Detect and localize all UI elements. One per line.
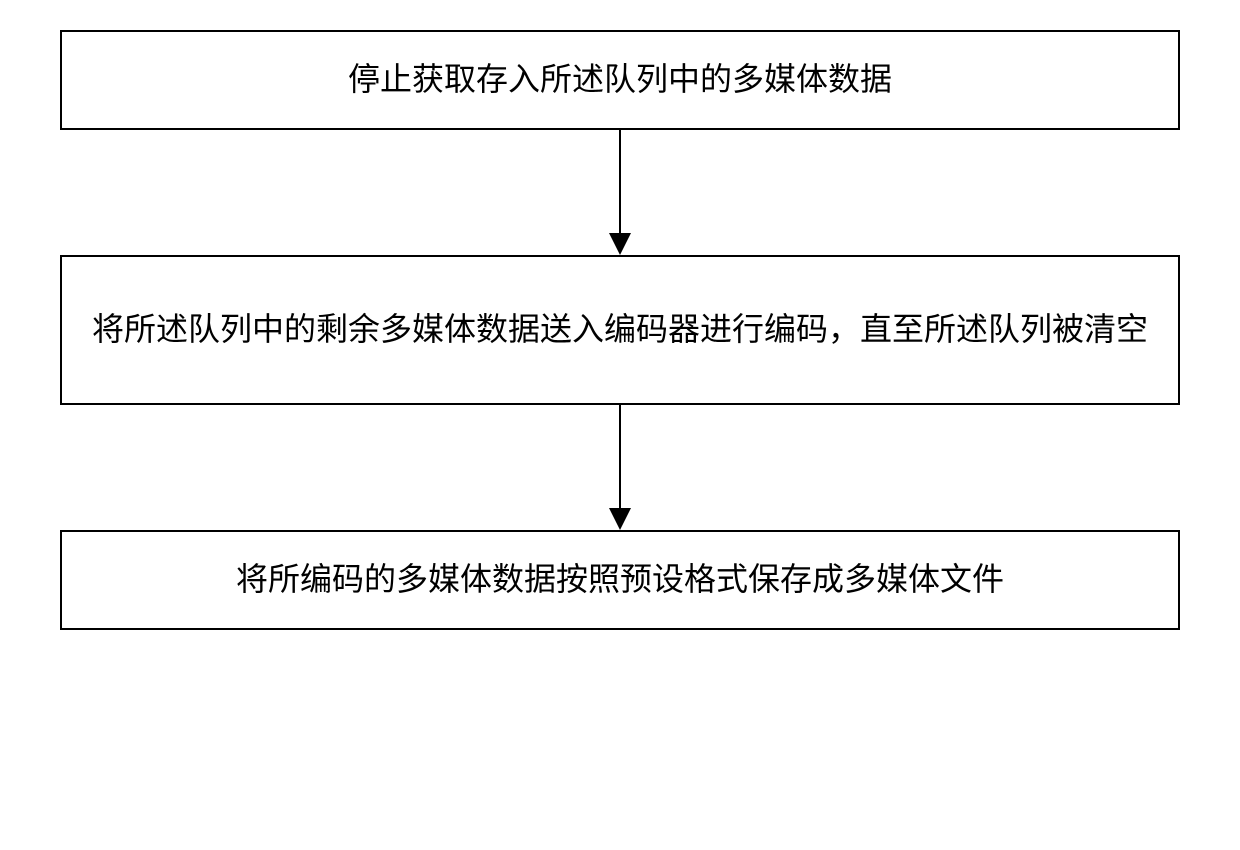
flowchart-step-1: 停止获取存入所述队列中的多媒体数据 — [60, 30, 1180, 130]
flowchart-arrow-2 — [605, 405, 635, 530]
flowchart-step-3: 将所编码的多媒体数据按照预设格式保存成多媒体文件 — [60, 530, 1180, 630]
step-text: 停止获取存入所述队列中的多媒体数据 — [348, 54, 892, 105]
step-text: 将所编码的多媒体数据按照预设格式保存成多媒体文件 — [236, 554, 1004, 605]
flowchart-step-2: 将所述队列中的剩余多媒体数据送入编码器进行编码，直至所述队列被清空 — [60, 255, 1180, 405]
step-text: 将所述队列中的剩余多媒体数据送入编码器进行编码，直至所述队列被清空 — [92, 304, 1148, 355]
arrow-down-icon — [605, 130, 635, 255]
arrow-down-icon — [605, 405, 635, 530]
flowchart-container: 停止获取存入所述队列中的多媒体数据 将所述队列中的剩余多媒体数据送入编码器进行编… — [60, 30, 1180, 630]
flowchart-arrow-1 — [605, 130, 635, 255]
